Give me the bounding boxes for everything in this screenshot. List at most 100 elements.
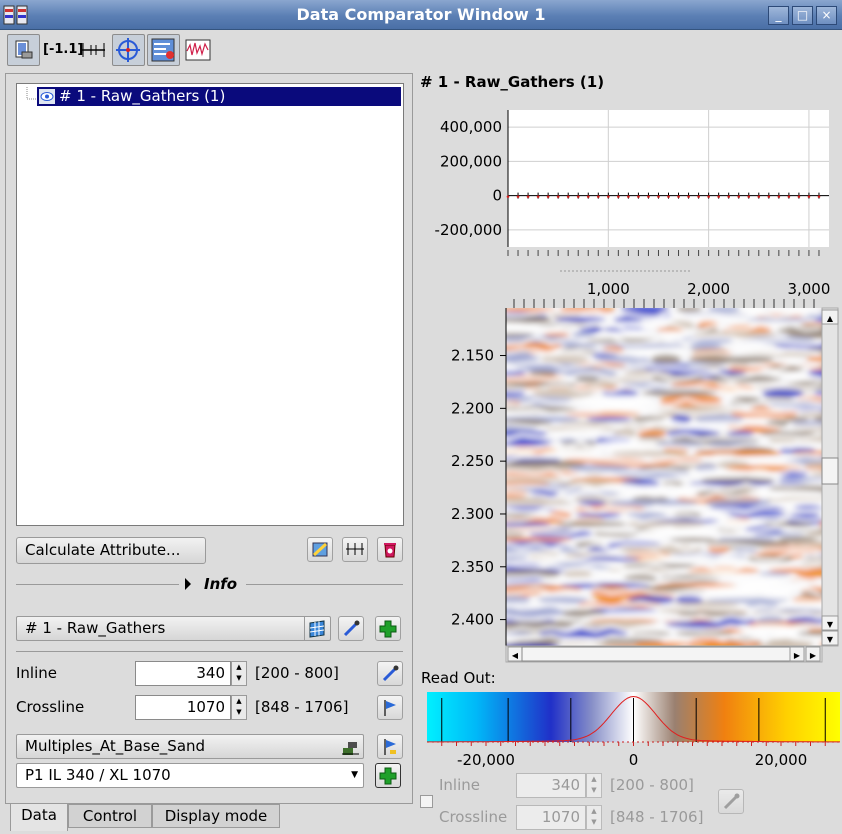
amplitude-band xyxy=(506,521,551,527)
trace-display-button[interactable] xyxy=(182,34,215,66)
pipette-icon xyxy=(723,793,740,810)
trace-point xyxy=(617,195,620,198)
contour-line xyxy=(506,382,822,393)
amplitude-band xyxy=(608,499,698,507)
maximize-button[interactable]: □ xyxy=(792,6,813,25)
collapse-arrow-icon[interactable] xyxy=(184,577,192,591)
trace-chart[interactable]: 400,000 200,000 0 -200,000 1,000 2,000 3,000 xyxy=(420,104,840,299)
add-position-button[interactable] xyxy=(375,763,401,788)
fit-width-button[interactable] xyxy=(77,34,110,66)
bottom-crossline-spinner[interactable]: ▲ ▼ xyxy=(586,805,602,830)
trace-point xyxy=(576,195,580,198)
contour-line xyxy=(506,601,822,612)
amplitude-band xyxy=(669,537,716,543)
spin-up-icon[interactable]: ▲ xyxy=(236,697,242,705)
scroll-right-icon: ▶ xyxy=(794,651,801,660)
scroll-up-button[interactable] xyxy=(821,309,839,325)
y-tick-label: 2.200 xyxy=(451,399,494,417)
bottom-crossline-input[interactable]: 1070 xyxy=(516,805,586,830)
amplitude-band xyxy=(593,355,651,363)
zoom-ratio-button[interactable]: [-1.1] xyxy=(42,34,83,66)
amplitude-band xyxy=(732,396,761,403)
seismic-section[interactable]: 2.150 2.200 2.250 2.300 2.350 2.400 ▲ ▼ ▼ ◀ ▶… xyxy=(420,298,840,664)
pipette-icon xyxy=(382,665,399,682)
spin-down-icon[interactable]: ▼ xyxy=(591,818,597,826)
spread-traces-button[interactable] xyxy=(342,537,368,562)
readout-label: Read Out: xyxy=(421,669,496,687)
swap-display-icon xyxy=(151,38,175,62)
amplitude-band xyxy=(506,500,572,506)
inline-input[interactable]: 340 xyxy=(135,661,231,686)
pick-position-button[interactable] xyxy=(377,661,403,686)
contour-line xyxy=(506,453,822,464)
tab-display-mode[interactable]: Display mode xyxy=(152,804,280,828)
scroll-right-button-2[interactable] xyxy=(805,646,821,662)
amplitude-band xyxy=(506,327,575,333)
flag-button[interactable] xyxy=(377,695,403,720)
amplitude-band xyxy=(741,308,765,315)
calculate-attribute-button[interactable]: Calculate Attribute... xyxy=(16,537,206,564)
horizontal-scroll-thumb[interactable] xyxy=(521,646,791,662)
trash-icon xyxy=(384,543,396,558)
trace-point xyxy=(717,195,720,198)
swap-display-button[interactable] xyxy=(147,34,180,66)
tab-control[interactable]: Control xyxy=(68,804,152,828)
plus-icon xyxy=(379,767,397,785)
y-tick-label: 2.400 xyxy=(451,611,494,629)
contour-line xyxy=(506,361,822,372)
amplitude-band xyxy=(542,448,603,458)
vertical-scroll-thumb[interactable] xyxy=(821,457,839,485)
spin-up-icon[interactable]: ▲ xyxy=(591,807,597,815)
scroll-down-button[interactable] xyxy=(821,615,839,631)
scroll-down-icon-2: ▼ xyxy=(827,635,834,644)
tab-data[interactable]: Data xyxy=(10,803,68,831)
title-bar: Data Comparator Window 1 _ □ × xyxy=(0,0,842,30)
amplitude-band xyxy=(725,464,802,472)
bottom-inline-input[interactable]: 340 xyxy=(516,773,586,798)
amplitude-band xyxy=(555,316,606,323)
tree-item-raw-gathers[interactable]: # 1 - Raw_Gathers (1) xyxy=(37,87,401,106)
display-properties-button[interactable] xyxy=(7,34,40,66)
spin-down-icon[interactable]: ▼ xyxy=(236,708,242,716)
minimize-button[interactable]: _ xyxy=(768,6,789,25)
flag-icon xyxy=(384,700,396,716)
horizon-combo[interactable]: Multiples_At_Base_Sand xyxy=(16,734,364,759)
amplitude-band xyxy=(634,641,697,646)
scroll-down-button-2[interactable] xyxy=(821,630,839,646)
bottom-pick-button[interactable] xyxy=(718,789,744,814)
amplitude-band xyxy=(506,537,573,543)
pick-dataset-button[interactable] xyxy=(338,616,364,641)
contour-line xyxy=(506,405,822,416)
tree-branch-icon xyxy=(26,87,37,100)
add-dataset-button[interactable] xyxy=(375,616,401,641)
position-combo[interactable]: P1 IL 340 / XL 1070 ▼ xyxy=(16,763,364,788)
amplitude-band xyxy=(506,621,574,629)
crossline-input[interactable]: 1070 xyxy=(135,695,231,720)
close-button[interactable]: × xyxy=(816,6,837,25)
dataset-tree[interactable]: # 1 - Raw_Gathers (1) xyxy=(16,83,404,526)
trace-point xyxy=(737,195,741,198)
crossline-spinner[interactable]: ▲ ▼ xyxy=(231,695,247,720)
remove-attribute-button[interactable] xyxy=(377,537,403,562)
info-separator-left xyxy=(16,584,179,585)
trace-point xyxy=(536,195,540,198)
amplitude-band xyxy=(506,441,553,447)
contour-line xyxy=(506,623,822,634)
attribute-settings-button[interactable] xyxy=(307,537,333,562)
link-checkbox[interactable] xyxy=(420,795,433,808)
contour-line xyxy=(506,468,822,478)
spin-up-icon[interactable]: ▲ xyxy=(236,663,242,671)
amplitude-band xyxy=(759,571,791,577)
spin-up-icon[interactable]: ▲ xyxy=(591,775,597,783)
spin-down-icon[interactable]: ▼ xyxy=(236,674,242,682)
spin-down-icon[interactable]: ▼ xyxy=(591,786,597,794)
x-tick-label: 1,000 xyxy=(587,280,630,298)
horizon-flag-button[interactable] xyxy=(377,734,403,759)
crosshair-button[interactable] xyxy=(112,34,145,66)
scroll-right-button[interactable] xyxy=(789,646,805,662)
bottom-inline-spinner[interactable]: ▲ ▼ xyxy=(586,773,602,798)
amplitude-band xyxy=(566,643,598,646)
inline-spinner[interactable]: ▲ ▼ xyxy=(231,661,247,686)
color-bar[interactable]: -20,000 0 20,000 xyxy=(427,692,840,774)
dataset-combo[interactable]: # 1 - Raw_Gathers xyxy=(16,616,331,641)
